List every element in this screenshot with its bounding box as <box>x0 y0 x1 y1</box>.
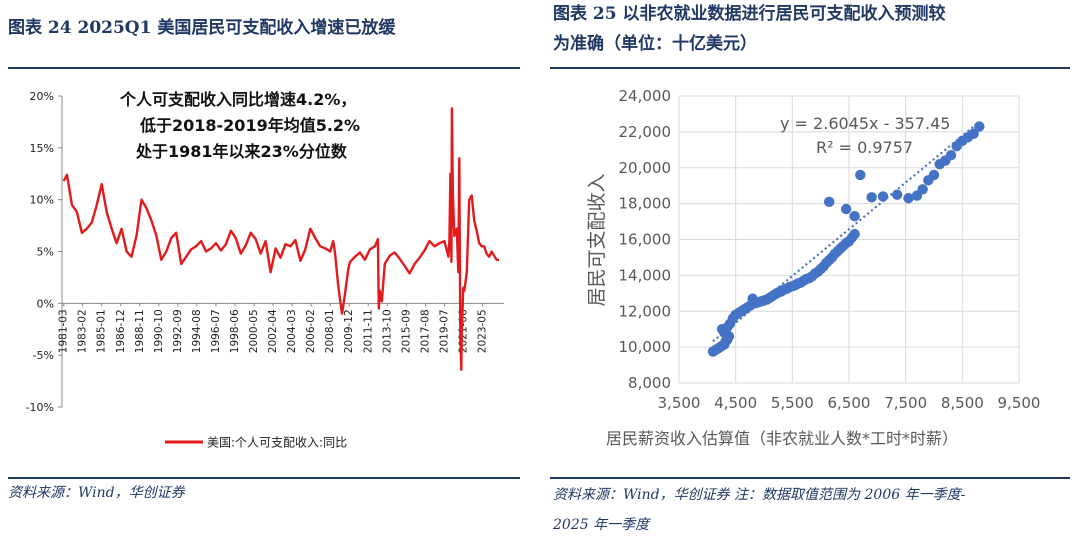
scatter-point <box>840 203 852 215</box>
scatter-x-ticks: 3,500 4,500 5,500 6,500 7,500 8,500 9,500 <box>658 394 1041 412</box>
line-chart-annotation: 个人可支配收入同比增速4.2%， 低于2018-2019年均值5.2% 处于1981… <box>119 90 360 161</box>
scatter-y-ticks: 24,000 22,000 20,000 18,000 16,000 14,000 12,0… <box>619 87 672 392</box>
y-tick-label: 20,000 <box>619 159 672 177</box>
scatter-point <box>823 196 835 208</box>
scatter-point <box>968 128 979 139</box>
scatter-point <box>928 169 940 181</box>
x-tick-label: 1992-09 <box>172 309 184 353</box>
scatter-point <box>891 189 903 200</box>
scatter-point <box>866 192 877 203</box>
y-tick-label: 10,000 <box>619 338 672 356</box>
annotation-line: 处于1981年以来23%分位数 <box>135 142 348 161</box>
x-tick-label: 1994-08 <box>191 309 203 353</box>
x-tick-label: 7,500 <box>884 394 927 412</box>
scatter-y-axis-label: 居民可支配收入 <box>586 173 608 306</box>
scatter-point <box>849 228 860 240</box>
x-tick-label: 2000-05 <box>248 309 260 353</box>
x-tick-label: 2015-09 <box>400 309 412 353</box>
y-tick-label: 16,000 <box>619 231 672 249</box>
x-tick-label: 2004-03 <box>286 309 298 353</box>
x-tick-label: 1981-03 <box>58 309 70 353</box>
scatter-point <box>974 121 985 132</box>
x-tick-label: 1996-07 <box>210 309 222 353</box>
x-tick-label: 1998-06 <box>229 309 241 353</box>
trendline-r2: R² = 0.9757 <box>816 138 913 157</box>
y-tick-label: 8,000 <box>628 374 671 392</box>
x-tick-label: 2013-10 <box>381 309 393 353</box>
scatter-gridlines <box>678 95 1020 384</box>
right-figure-title-line1: 图表 25 以非农就业数据进行居民可支配收入预测较 <box>553 4 946 24</box>
scatter-point <box>877 191 889 202</box>
x-tick-label: 1988-11 <box>134 309 146 353</box>
left-figure-title: 图表 24 2025Q1 美国居民可支配收入增速已放缓 <box>8 18 396 38</box>
y-tick-label: 14,000 <box>619 266 672 284</box>
x-tick-label: 2006-02 <box>305 309 317 353</box>
right-source-line1: 资料来源：Wind，华创证券 注：数据取值范围为 2006 年一季度- <box>553 487 966 503</box>
x-tick-label: 6,500 <box>828 394 871 412</box>
left-source: 资料来源：Wind，华创证券 <box>8 485 185 501</box>
x-tick-label: 1990-10 <box>153 309 165 353</box>
y-tick-label: 22,000 <box>619 123 672 141</box>
scatter-point <box>855 169 866 181</box>
line-chart-legend: 美国:个人可支配收入:同比 <box>165 436 347 450</box>
right-source-line2: 2025 年一季度 <box>553 517 650 533</box>
left-source-rule <box>8 477 520 479</box>
y-tick-label: -5% <box>33 349 54 362</box>
annotation-line: 个人可支配收入同比增速4.2%， <box>119 90 356 109</box>
x-tick-label: 1983-02 <box>77 309 89 353</box>
trendline-equation: y = 2.6045x - 357.45 <box>780 114 950 133</box>
line-chart-y-ticks: 20% 15% 10% 5% 0% -5% -10% <box>26 90 62 414</box>
right-figure-title-line2: 为准确（单位：十亿美元） <box>553 34 757 54</box>
y-tick-label: -10% <box>26 401 54 414</box>
x-tick-label: 3,500 <box>658 394 701 412</box>
y-tick-label: 18,000 <box>619 195 672 213</box>
x-tick-label: 1985-01 <box>96 309 108 353</box>
y-tick-label: 24,000 <box>619 87 672 105</box>
scatter-point <box>903 193 914 204</box>
line-chart-x-ticks: 1981-03 1983-02 1985-01 1986-12 1988-11 1990-… <box>58 303 488 353</box>
y-tick-label: 10% <box>30 194 54 207</box>
scatter-point <box>917 184 928 195</box>
line-series-disposable-income-yoy <box>62 107 499 371</box>
x-tick-label: 2017-08 <box>419 309 431 353</box>
scatter-chart: 3,500 4,500 5,500 6,500 7,500 8,500 9,500 24,0… <box>586 87 1041 448</box>
scatter-point <box>849 210 860 222</box>
y-tick-label: 0% <box>37 297 54 310</box>
y-tick-label: 5% <box>37 246 54 259</box>
x-tick-label: 4,500 <box>714 394 757 412</box>
right-panel: 图表 25 以非农就业数据进行居民可支配收入预测较 为准确（单位：十亿美元） 3… <box>548 0 1080 547</box>
legend-label: 美国:个人可支配收入:同比 <box>207 436 347 450</box>
x-tick-label: 1986-12 <box>115 309 127 353</box>
y-tick-label: 15% <box>30 142 54 155</box>
x-tick-label: 8,500 <box>941 394 984 412</box>
x-tick-label: 2002-04 <box>267 309 279 353</box>
x-tick-label: 2023-05 <box>476 309 488 353</box>
x-tick-label: 2008-01 <box>324 309 336 353</box>
right-title-rule <box>550 67 1070 69</box>
left-panel: 图表 24 2025Q1 美国居民可支配收入增速已放缓 1981-03 1983-… <box>0 0 525 547</box>
x-tick-label: 2011-11 <box>362 309 374 353</box>
x-tick-label: 2009-12 <box>343 309 355 353</box>
x-tick-label: 5,500 <box>771 394 814 412</box>
y-tick-label: 12,000 <box>619 302 672 320</box>
right-source-rule <box>550 477 1070 479</box>
annotation-line: 低于2018-2019年均值5.2% <box>139 116 360 135</box>
line-chart: 1981-03 1983-02 1985-01 1986-12 1988-11 1990-… <box>26 90 504 450</box>
y-tick-label: 20% <box>30 90 54 103</box>
scatter-point <box>945 149 957 161</box>
left-title-rule <box>8 67 520 69</box>
scatter-x-axis-label: 居民薪资收入估算值（非农就业人数*工时*时薪） <box>606 429 958 448</box>
x-tick-label: 9,500 <box>998 394 1041 412</box>
x-tick-label: 2019-07 <box>438 309 450 353</box>
